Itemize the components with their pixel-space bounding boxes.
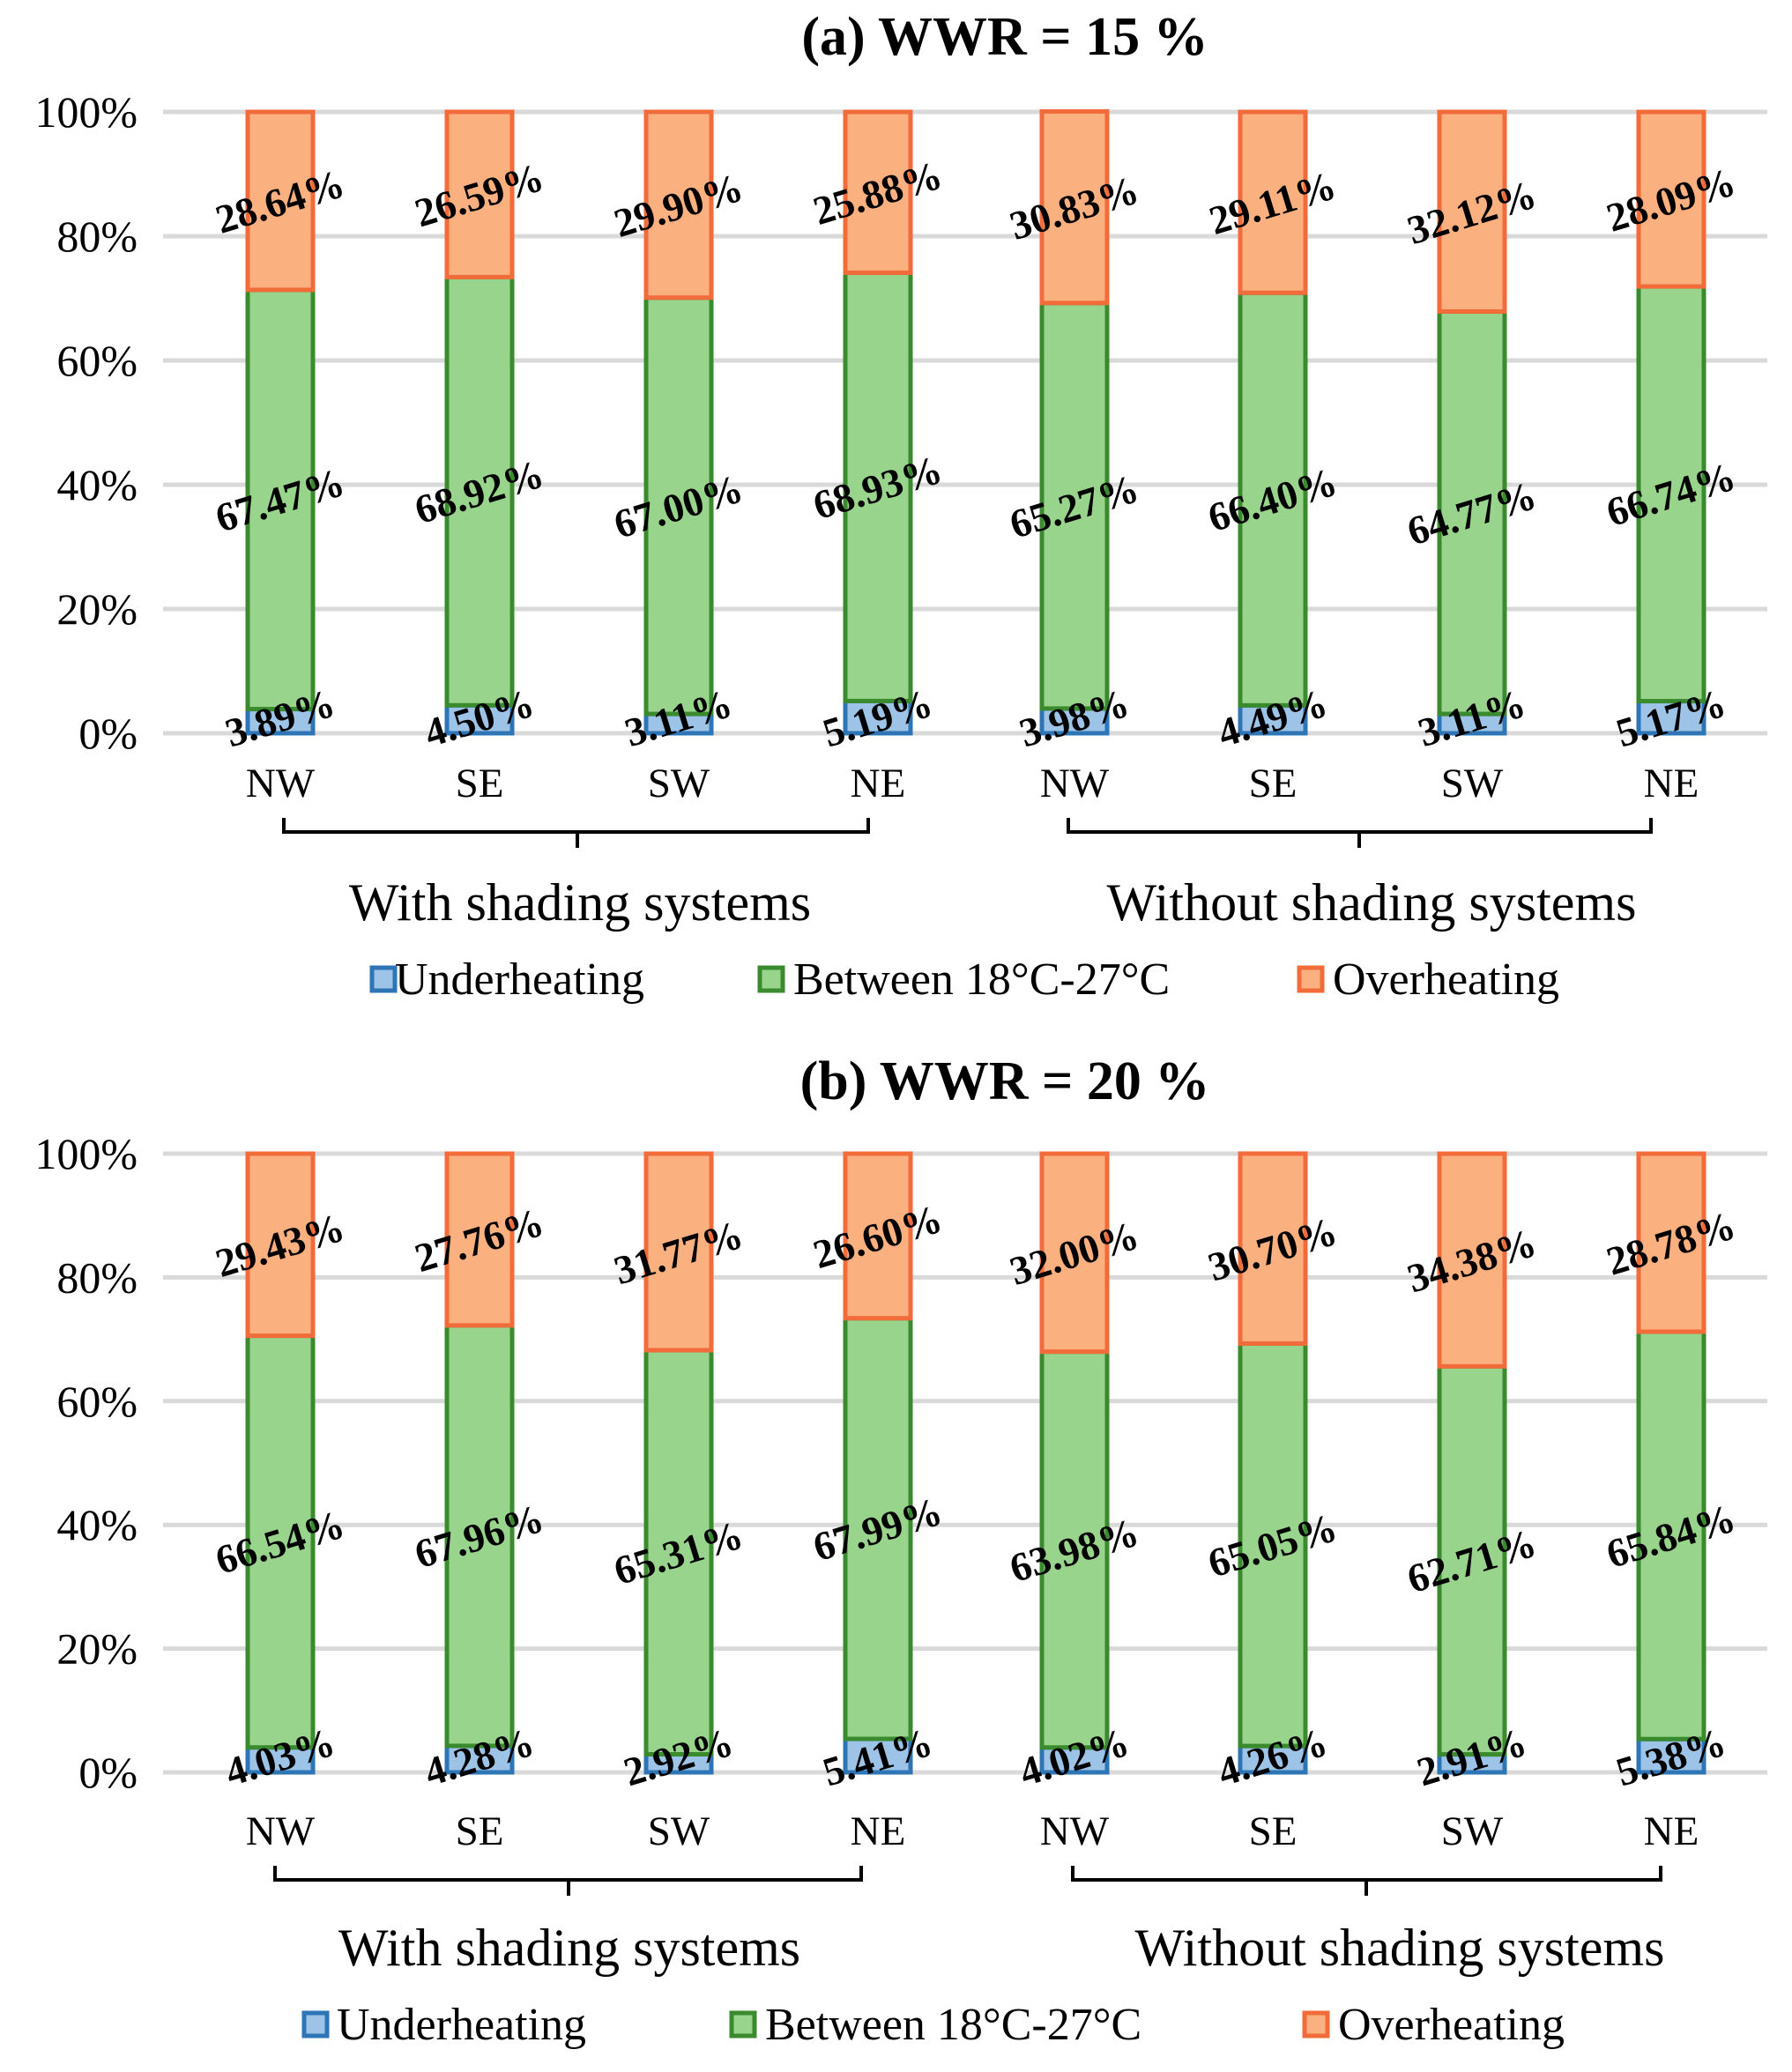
x-category-label: SE (1249, 761, 1298, 806)
bar-segment (245, 287, 316, 712)
legend-swatch (729, 2010, 757, 2039)
bar-segment (1238, 109, 1308, 295)
bar-segment (1238, 702, 1308, 736)
bar-segment (444, 1323, 515, 1749)
bar-segment (1238, 1743, 1308, 1775)
legend-label: Between 18°C-27°C (793, 954, 1170, 1005)
group-bracket (1067, 818, 1653, 848)
y-tick-label: 60% (56, 336, 138, 385)
bar-segment (843, 1316, 913, 1742)
chart-title: (b) WWR = 20 % (800, 1051, 1210, 1111)
y-tick-label: 20% (56, 584, 138, 634)
bar-segment (1636, 1329, 1706, 1742)
group-label: With shading systems (349, 873, 811, 932)
x-category-label: NW (1040, 1808, 1110, 1854)
bar-segment (1238, 1151, 1308, 1346)
bar-segment (444, 1151, 515, 1328)
bar-segment (245, 109, 316, 293)
bar-segment (643, 1151, 714, 1353)
x-category-label: NW (246, 1808, 316, 1854)
bar-segment (1039, 108, 1110, 306)
legend-swatch (301, 2010, 330, 2039)
group-label: With shading systems (338, 1919, 800, 1977)
x-category-label: SE (456, 1808, 504, 1854)
bar-segment (1636, 284, 1706, 704)
legend-swatch (369, 965, 398, 993)
legend-swatch (757, 965, 785, 993)
bar-segment (1039, 1745, 1110, 1775)
bar-segment (1437, 1363, 1507, 1757)
bar-segment (1437, 109, 1507, 314)
legend-label: Overheating (1333, 954, 1559, 1005)
y-tick-label: 20% (56, 1624, 138, 1674)
bar-segment (1039, 1151, 1110, 1355)
bar-segment (245, 1745, 316, 1775)
x-category-label: NE (1644, 1808, 1699, 1854)
legend-label: Underheating (337, 2000, 586, 2050)
chart-b: (b) WWR = 20 % 0% 20% 40% 60% 80% 100% NW SE SW NE… (34, 1051, 1767, 2050)
y-tick-label: 40% (56, 460, 138, 509)
x-category-label: NW (1040, 761, 1110, 806)
legend-swatch (1302, 2010, 1330, 2039)
group-label: Without shading systems (1107, 873, 1637, 932)
bar-segment (444, 109, 515, 279)
chart-title: (a) WWR = 15 % (801, 7, 1208, 67)
bar-segment (245, 1151, 316, 1339)
x-category-label: SW (648, 761, 710, 806)
bar-segment (843, 1151, 913, 1321)
bar-segment (643, 1348, 714, 1757)
y-tick-label: 80% (56, 1252, 138, 1302)
y-tick-label: 0% (78, 709, 138, 758)
bar-segment (1636, 109, 1706, 289)
legend-label: Overheating (1338, 2000, 1565, 2050)
bar-segment (1636, 1151, 1706, 1334)
bar-segment (245, 1333, 316, 1750)
bar-segment (1437, 308, 1507, 717)
legend-label: Between 18°C-27°C (765, 2000, 1141, 2050)
bar-segment (444, 274, 515, 708)
x-category-label: NW (246, 761, 316, 806)
x-category-label: SW (648, 1808, 710, 1854)
bar-segment (1039, 1349, 1110, 1750)
y-tick-label: 60% (56, 1377, 138, 1426)
chart-a: (a) WWR = 15 % 0% 20% 40% 60% 80% 100% NW SE SW NE… (34, 7, 1767, 1005)
legend-swatch (1297, 965, 1325, 993)
x-category-label: NE (851, 761, 906, 806)
x-category-label: SW (1441, 1808, 1504, 1854)
x-category-label: SE (1249, 1808, 1298, 1854)
x-category-label: SW (1441, 761, 1504, 806)
x-category-label: NE (851, 1808, 906, 1854)
bar-segment (843, 1736, 913, 1775)
group-bracket (1071, 1866, 1662, 1896)
y-tick-label: 40% (56, 1500, 138, 1549)
bar-segment (1238, 1340, 1308, 1749)
y-tick-label: 100% (34, 87, 138, 137)
bar-segment (843, 109, 913, 275)
bar-segment (1437, 1151, 1507, 1369)
x-category-label: NE (1644, 761, 1699, 806)
group-bracket (273, 1866, 863, 1896)
bar-segment (643, 109, 714, 301)
y-tick-label: 100% (34, 1129, 138, 1178)
y-tick-label: 80% (56, 212, 138, 261)
bar-segment (843, 270, 913, 703)
group-bracket (282, 818, 870, 848)
legend-label: Underheating (395, 954, 644, 1005)
x-category-label: SE (456, 761, 504, 806)
group-label: Without shading systems (1135, 1919, 1665, 1977)
y-tick-label: 0% (78, 1748, 138, 1797)
